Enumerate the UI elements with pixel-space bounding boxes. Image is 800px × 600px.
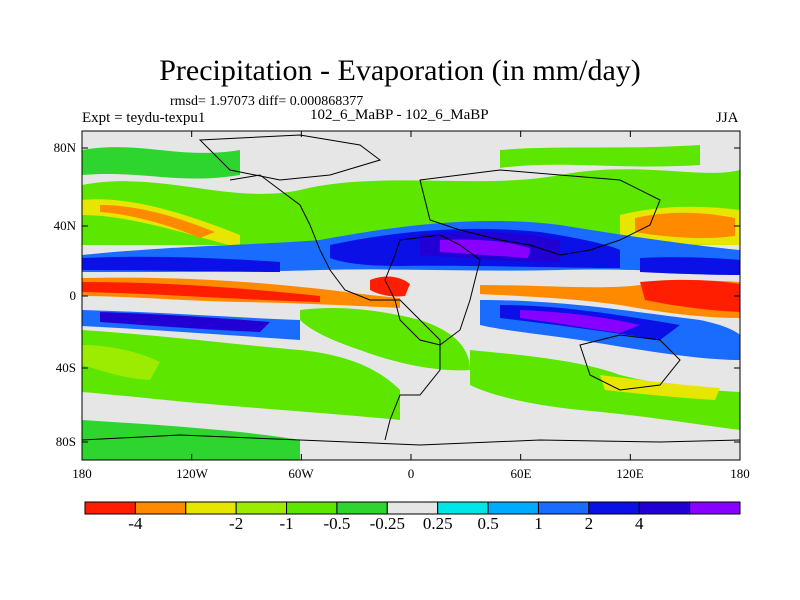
colorbar-swatch <box>537 501 590 515</box>
eq-wpac-red <box>640 279 740 312</box>
colorbar-swatch <box>235 501 288 515</box>
north-green-band <box>82 169 740 245</box>
season-label: JJA <box>716 110 739 126</box>
africa-red-patch <box>370 276 410 297</box>
colorbar-swatch <box>689 501 741 515</box>
greenland-outline <box>198 134 382 181</box>
x-tick-label: 120E <box>616 466 644 481</box>
npac-orange-streak <box>100 205 215 238</box>
arctic-green-patch <box>82 147 240 179</box>
y-tick-label: 0 <box>69 288 77 303</box>
spac-yellowgreen-patch <box>82 345 160 380</box>
colorbar-label: 0.25 <box>422 514 453 533</box>
npac-dark-blue <box>82 256 280 272</box>
colorbar-label: 4 <box>634 514 644 533</box>
run-comparison-label: 102_6_MaBP - 102_6_MaBP <box>310 107 489 123</box>
australia-outline <box>579 334 681 391</box>
antarctica-outline <box>82 434 740 446</box>
spac-indigo-band <box>100 312 270 332</box>
pe-field-shading <box>82 131 740 460</box>
x-tick-label: 60E <box>510 466 532 481</box>
colorbar-label: -4 <box>128 514 143 533</box>
colorbar-label: -0.5 <box>323 514 351 533</box>
axis-ticks <box>81 131 741 460</box>
colorbar-swatch <box>134 501 187 515</box>
x-tick-label: 0 <box>407 466 415 481</box>
equatorial-red-band <box>82 282 320 302</box>
colorbar-label: -1 <box>279 514 294 533</box>
colorbar-swatch <box>336 501 388 515</box>
x-tick-label: 120W <box>176 466 208 481</box>
colorbar-swatch <box>588 501 640 515</box>
nwpac-dark-blue <box>640 257 740 275</box>
sind-yellow-streak <box>600 375 720 400</box>
y-tick-label: 80S <box>55 434 76 449</box>
y-tick-label: 80N <box>53 140 76 155</box>
north-purple-core <box>440 239 530 258</box>
rmsd-diff-stats: rmsd= 1.97073 diff= 0.000868377 <box>170 94 364 109</box>
eurasia-outline <box>419 169 661 256</box>
south-green-region <box>82 330 400 420</box>
colorbar-label: -2 <box>229 514 244 533</box>
y-tick-label: 40N <box>53 218 76 233</box>
colorbar-label: 2 <box>584 514 594 533</box>
y-tick-label: 40S <box>55 360 76 375</box>
colorbar-swatch <box>638 501 691 515</box>
x-tick-label: 180 <box>72 466 92 481</box>
nwpac-orange-patch <box>635 212 735 239</box>
colorbar-swatch <box>386 501 439 515</box>
colorbar-swatch <box>185 501 237 515</box>
sind-purple-core <box>520 310 640 333</box>
africa-outline <box>384 234 481 346</box>
colorbar-swatch <box>487 501 539 515</box>
south-atlantic-green <box>300 308 470 371</box>
colorbar-label: 1 <box>534 514 543 533</box>
colorbar-swatch <box>437 501 489 515</box>
southern-ocean-green <box>82 420 300 460</box>
continent-outlines <box>82 134 740 446</box>
colorbar-swatch <box>286 501 338 515</box>
colorbar <box>84 501 741 515</box>
colorbar-swatch <box>84 501 136 515</box>
x-tick-label: 180 <box>730 466 750 481</box>
americas-outline <box>229 174 441 441</box>
colorbar-label: -0.25 <box>369 514 405 533</box>
x-tick-label: 60W <box>288 466 314 481</box>
experiment-label: Expt = teydu-texpu1 <box>82 110 206 126</box>
plot-title: Precipitation - Evaporation (in mm/day) <box>159 54 641 87</box>
arctic-green-patch-east <box>500 145 700 168</box>
colorbar-label: 0.5 <box>477 514 499 533</box>
